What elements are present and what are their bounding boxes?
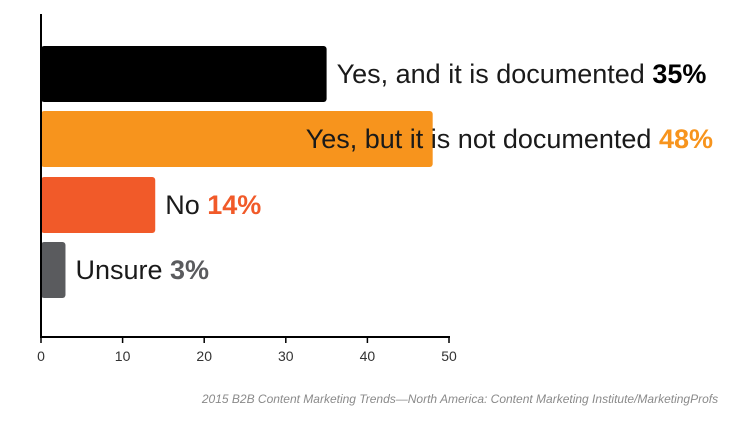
x-tick-label: 10: [115, 348, 131, 364]
bar-2: [41, 111, 433, 167]
value-label: 3%: [170, 255, 209, 285]
bar-4: [41, 242, 66, 298]
x-tick-label: 0: [37, 348, 45, 364]
bars-layer: Yes, and it is documented 35% Yes, but it…: [41, 46, 713, 298]
category-label: Yes, and it is documented: [337, 59, 653, 89]
x-tick-label: 30: [278, 348, 294, 364]
bar-label-3: No 14%: [165, 190, 261, 220]
x-tick-label: 50: [441, 348, 457, 364]
x-axis-ticks: 0 10 20 30 40 50: [37, 337, 457, 364]
x-tick-label: 40: [360, 348, 376, 364]
bar-label-2: Yes, but it is not documented 48%: [306, 124, 713, 154]
value-label: 48%: [659, 124, 713, 154]
value-label: 35%: [652, 59, 706, 89]
x-tick-label: 20: [196, 348, 212, 364]
bar-label-1: Yes, and it is documented 35%: [337, 59, 707, 89]
bar-chart: Yes, and it is documented 35% Yes, but it…: [37, 14, 713, 364]
category-label: No: [165, 190, 207, 220]
bar-3: [41, 177, 156, 233]
value-label: 14%: [207, 190, 261, 220]
bar-1: [41, 46, 327, 102]
category-label: Unsure: [75, 255, 170, 285]
source-note: 2015 B2B Content Marketing Trends—North …: [201, 392, 719, 406]
category-label: Yes, but it is not documented: [306, 124, 659, 154]
bar-label-4: Unsure 3%: [75, 255, 209, 285]
